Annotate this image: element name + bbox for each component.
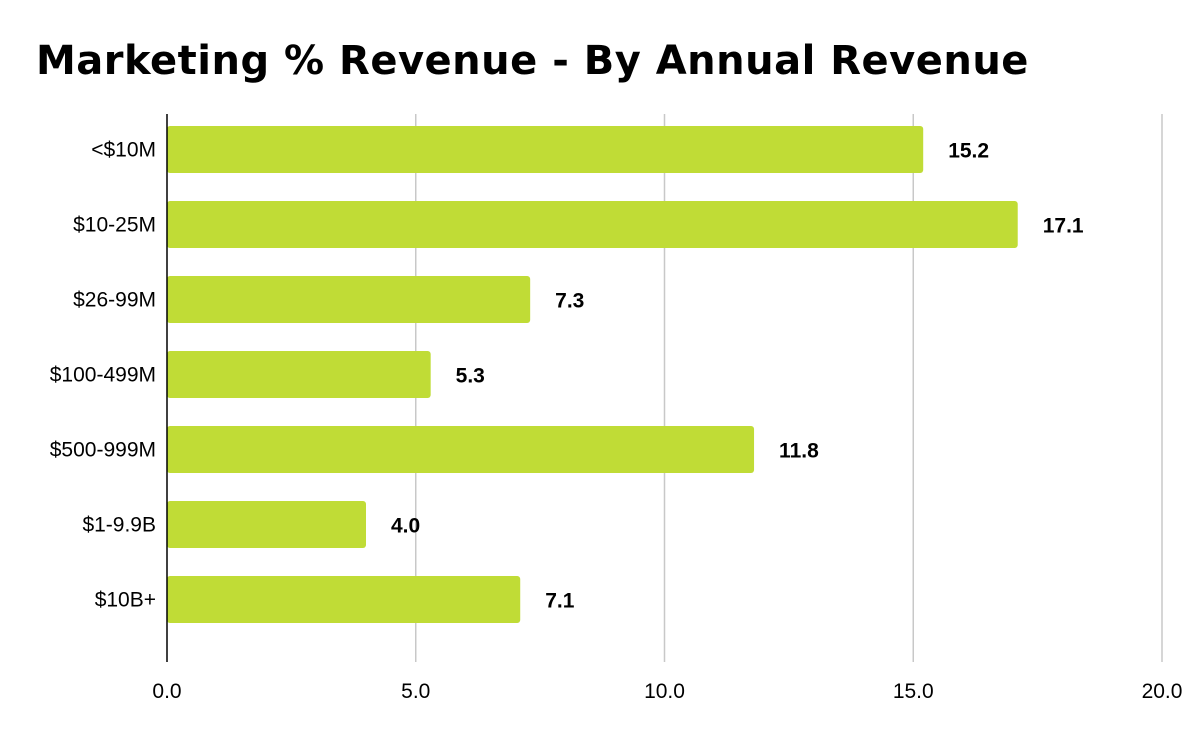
x-tick-label: 15.0 — [893, 680, 934, 703]
value-label: 4.0 — [391, 515, 420, 538]
bar — [167, 576, 521, 623]
chart-title: Marketing % Revenue - By Annual Revenue — [36, 38, 1029, 84]
category-label: $26-99M — [73, 289, 156, 312]
category-label: $1-9.9B — [82, 514, 156, 537]
category-label: $10B+ — [95, 589, 156, 612]
value-label: 11.8 — [779, 440, 819, 463]
value-label: 7.1 — [545, 590, 575, 613]
bar — [167, 126, 924, 173]
bar — [167, 501, 366, 548]
category-label: $100-499M — [50, 364, 156, 387]
x-tick-label: 0.0 — [152, 680, 181, 703]
category-label: $10-25M — [73, 214, 156, 237]
category-label: $500-999M — [50, 439, 156, 462]
value-label: 7.3 — [555, 290, 584, 313]
bar — [167, 201, 1018, 248]
category-label: <$10M — [91, 139, 156, 162]
value-label: 17.1 — [1043, 215, 1084, 238]
x-tick-label: 10.0 — [644, 680, 685, 703]
bar — [167, 351, 431, 398]
value-label: 5.3 — [456, 365, 485, 388]
value-label: 15.2 — [948, 140, 989, 163]
x-tick-label: 5.0 — [401, 680, 430, 703]
bar — [167, 426, 755, 473]
bar — [167, 276, 531, 323]
x-tick-label: 20.0 — [1142, 680, 1183, 703]
